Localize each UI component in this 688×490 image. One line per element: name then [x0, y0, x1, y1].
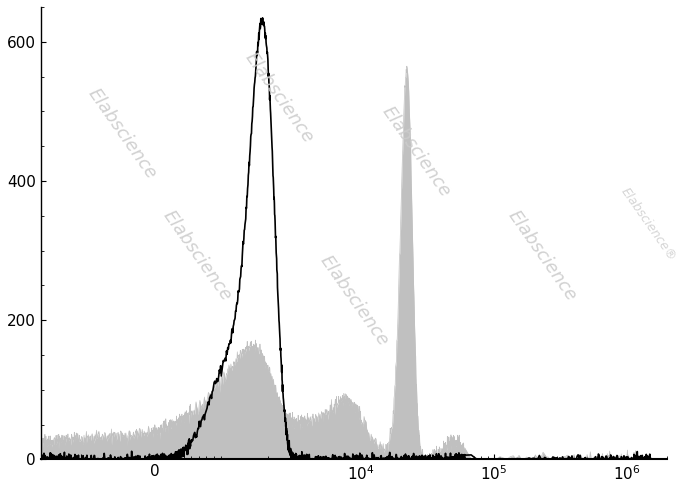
- Text: Elabscience: Elabscience: [241, 49, 316, 146]
- Text: Elabscience: Elabscience: [316, 252, 391, 350]
- Text: Elabscience: Elabscience: [378, 103, 454, 200]
- Text: Elabscience®: Elabscience®: [618, 185, 678, 263]
- Text: Elabscience: Elabscience: [504, 207, 579, 305]
- Text: Elabscience: Elabscience: [160, 207, 235, 305]
- Text: Elabscience: Elabscience: [85, 85, 160, 182]
